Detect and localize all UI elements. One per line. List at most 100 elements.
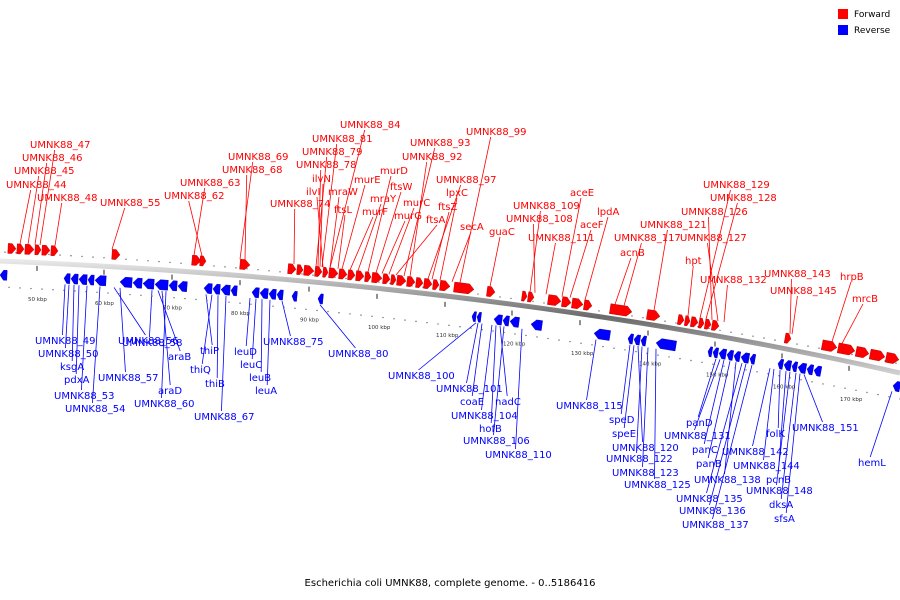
- track-dot: [631, 315, 633, 317]
- track-dot: [877, 393, 879, 396]
- reverse-gene-arrow: [740, 352, 751, 364]
- forward-gene-label: murF: [362, 207, 388, 218]
- forward-gene-label: lpxC: [446, 188, 468, 199]
- forward-gene-arrow: [191, 254, 202, 266]
- reverse-gene-label: UMNK88_101: [436, 384, 503, 395]
- forward-leader-line: [705, 202, 738, 320]
- forward-gene-arrow: [571, 297, 584, 310]
- reverse-leader-line: [245, 298, 251, 347]
- reverse-gene-label: nadC: [495, 397, 521, 408]
- reverse-leader-line: [466, 322, 479, 384]
- forward-gene-label: UMNK88_128: [710, 193, 777, 204]
- forward-leader-line: [533, 223, 536, 293]
- forward-gene-arrow: [303, 264, 315, 276]
- forward-gene-label: ilvN: [312, 174, 331, 185]
- forward-gene-arrow: [521, 290, 528, 302]
- track-dot: [822, 383, 824, 385]
- forward-leader-line: [439, 197, 458, 281]
- track-dot: [668, 356, 670, 358]
- scale-tick-label: 50 kbp: [28, 297, 47, 303]
- reverse-leader-line: [654, 348, 657, 480]
- reverse-gene-label: speD: [609, 415, 635, 426]
- track-dot: [224, 266, 226, 268]
- reverse-gene-arrow: [203, 283, 213, 294]
- track-dot: [712, 363, 714, 365]
- track-dot: [800, 379, 802, 381]
- reverse-leader-line: [752, 368, 771, 447]
- reverse-gene-arrow: [471, 311, 477, 322]
- forward-leader-line: [584, 216, 609, 300]
- forward-gene-label: murE: [354, 175, 381, 186]
- track-dot: [41, 288, 43, 290]
- forward-leader-line: [321, 143, 338, 268]
- forward-gene-label: UMNK88_68: [222, 165, 282, 176]
- reverse-gene-arrow: [502, 315, 510, 327]
- forward-gene-arrow: [322, 266, 329, 278]
- track-dot: [532, 300, 534, 303]
- track-dot: [345, 277, 347, 280]
- forward-gene-arrow: [355, 270, 365, 282]
- reverse-leader-line: [637, 345, 643, 443]
- forward-gene-label: UMNK88_145: [770, 286, 837, 297]
- reverse-gene-arrow: [317, 293, 324, 305]
- reverse-leader-line: [266, 299, 271, 386]
- reverse-gene-label: UMNK88_138: [694, 475, 761, 486]
- track-dot: [173, 297, 175, 299]
- reverse-gene-arrow: [718, 348, 728, 360]
- reverse-gene-arrow: [627, 333, 634, 345]
- track-dot: [624, 349, 626, 351]
- forward-gene-label: lpdA: [597, 207, 619, 218]
- track-dot: [184, 297, 186, 300]
- track-dot: [103, 257, 105, 259]
- reverse-gene-label: sfsA: [774, 514, 795, 525]
- forward-leader-line: [789, 278, 792, 334]
- forward-gene-arrow: [583, 299, 593, 311]
- forward-leader-line: [349, 216, 374, 271]
- reverse-gene-label: UMNK88_142: [722, 447, 789, 458]
- reverse-leader-line: [319, 304, 356, 349]
- reverse-gene-arrow: [593, 328, 611, 341]
- reverse-gene-arrow: [87, 274, 95, 286]
- reverse-gene-label: UMNK88_58: [122, 338, 182, 349]
- track-dot: [591, 344, 593, 346]
- forward-gene-label: ftsZ: [438, 202, 457, 213]
- forward-gene-arrow: [710, 319, 720, 331]
- reverse-swatch: [838, 25, 848, 35]
- reverse-gene-label: UMNK88_60: [134, 399, 194, 410]
- reverse-leader-line: [161, 291, 167, 399]
- forward-leader-line: [329, 196, 340, 268]
- forward-gene-arrow: [371, 272, 383, 284]
- scale-tick-label: 120 kbp: [503, 342, 526, 348]
- track-dot: [294, 307, 296, 309]
- track-dot: [675, 322, 677, 324]
- track-dot: [301, 273, 303, 275]
- reverse-leader-line: [81, 285, 88, 391]
- scale-tick-label: 100 kbp: [368, 325, 391, 331]
- forward-leader-line: [315, 156, 328, 267]
- forward-gene-arrow: [836, 342, 856, 356]
- track-dot: [558, 339, 560, 341]
- track-dot: [235, 267, 237, 269]
- reverse-gene-arrow: [142, 278, 155, 290]
- reverse-gene-arrow: [493, 314, 503, 326]
- track-dot: [268, 270, 270, 272]
- track-dot: [334, 276, 336, 279]
- reverse-gene-label: leuA: [255, 386, 277, 397]
- reverse-leader-line: [785, 373, 801, 514]
- reverse-gene-arrow: [259, 288, 269, 299]
- reverse-gene-label: UMNK88_100: [388, 371, 455, 382]
- legend-forward-label: Forward: [854, 10, 891, 20]
- track-dot: [125, 258, 127, 260]
- forward-leader-line: [367, 175, 392, 272]
- track-dot: [59, 254, 61, 256]
- forward-gene-label: UMNK88_92: [402, 152, 462, 163]
- reverse-gene-arrow: [230, 285, 238, 297]
- forward-swatch: [838, 9, 848, 19]
- forward-gene-arrow: [423, 278, 433, 289]
- forward-gene-label: UMNK88_78: [296, 160, 356, 171]
- reverse-gene-label: panC: [692, 445, 718, 456]
- forward-gene-label: mraY: [370, 194, 397, 205]
- reverse-gene-arrow: [712, 347, 720, 359]
- gene-labels: UMNK88_47 UMNK88_46 UMNK88_45 UMNK88_44 UMNK…: [6, 120, 886, 531]
- forward-gene-arrow: [432, 279, 440, 290]
